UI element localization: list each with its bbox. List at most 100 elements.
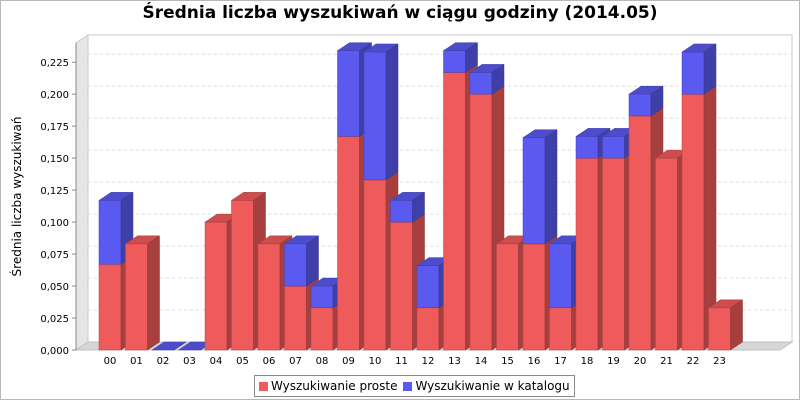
x-tick-label: 09 — [342, 356, 355, 367]
bar-simple-front — [628, 115, 652, 351]
bar-catalog-front — [363, 51, 387, 181]
y-tick-label: 0,100 — [40, 218, 69, 229]
legend: Wyszukiwanie proste Wyszukiwanie w katal… — [254, 375, 575, 397]
x-tick-label: 04 — [210, 356, 223, 367]
gridline-side — [75, 245, 89, 255]
x-tick-label: 03 — [183, 356, 196, 367]
y-tick-label: 0,050 — [40, 282, 69, 293]
gridline-side — [75, 181, 89, 191]
x-tick-label: 08 — [316, 356, 329, 367]
y-tick-label: 0,125 — [40, 186, 69, 197]
x-tick-label: 10 — [369, 356, 382, 367]
bar-catalog-front — [416, 265, 440, 309]
x-tick-label: 14 — [475, 356, 488, 367]
bar-catalog-side — [412, 191, 425, 223]
y-tick-label: 0,000 — [40, 346, 69, 357]
x-tick-label: 00 — [104, 356, 117, 367]
bar-catalog-side — [703, 43, 717, 95]
bar-catalog-front — [681, 51, 705, 95]
bar-catalog-front — [310, 285, 334, 309]
x-tick-label: 06 — [263, 356, 276, 367]
y-axis-label: Średnia liczba wyszukiwań — [9, 117, 24, 277]
bar-catalog-side — [385, 43, 399, 181]
bar-simple-side — [147, 235, 160, 351]
bar-simple-front — [655, 157, 678, 351]
bar-simple-front — [310, 307, 334, 351]
plot-left-wall — [75, 34, 89, 351]
bar-zero-side — [173, 341, 187, 351]
bar-catalog-front — [390, 200, 413, 223]
x-tick-label: 13 — [448, 356, 461, 367]
bar-simple-front — [337, 136, 360, 351]
gridline-side — [75, 309, 89, 319]
bar-catalog-front — [337, 50, 360, 137]
x-tick-label: 21 — [660, 356, 673, 367]
x-tick-label: 05 — [236, 356, 249, 367]
gridline-side — [75, 277, 89, 287]
x-tick-label: 16 — [528, 356, 541, 367]
x-tick-label: 22 — [687, 356, 700, 367]
bar-simple-front — [496, 243, 519, 351]
x-tick-label: 11 — [395, 356, 408, 367]
legend-label-catalog: Wyszukiwanie w katalogu — [415, 379, 570, 393]
y-tick-label: 0,025 — [40, 314, 69, 325]
bar-simple-front — [549, 307, 572, 351]
bar-simple-front — [522, 243, 546, 351]
legend-item-catalog: Wyszukiwanie w katalogu — [403, 379, 570, 393]
x-tick-label: 23 — [713, 356, 726, 367]
bar-catalog-front — [522, 137, 546, 245]
x-tick-label: 01 — [130, 356, 143, 367]
chart-title: Średnia liczba wyszukiwań w ciągu godzin… — [142, 3, 658, 23]
legend-label-simple: Wyszukiwanie proste — [271, 379, 398, 393]
gridline-side — [75, 53, 89, 63]
x-tick-label: 19 — [607, 356, 620, 367]
bar-simple-front — [416, 307, 440, 351]
x-tick-label: 02 — [157, 356, 170, 367]
y-tick-label: 0,075 — [40, 250, 69, 261]
legend-item-simple: Wyszukiwanie proste — [259, 379, 397, 393]
bar-catalog-side — [544, 129, 558, 245]
bar-catalog-front — [469, 72, 493, 95]
legend-swatch-catalog — [403, 381, 413, 391]
bar-simple-front — [602, 157, 625, 351]
bar-catalog-front — [443, 50, 466, 73]
x-tick-label: 15 — [501, 356, 514, 367]
bar-simple-front — [284, 285, 307, 351]
bar-simple-front — [681, 93, 705, 351]
bar-simple-front — [231, 200, 254, 351]
bar-simple-front — [257, 243, 281, 351]
gridline-side — [75, 149, 89, 159]
bar-simple-front — [98, 264, 122, 351]
bar-catalog-front — [628, 93, 652, 117]
bar-catalog-front — [284, 243, 307, 287]
y-tick-label: 0,225 — [40, 58, 69, 69]
y-tick-label: 0,150 — [40, 154, 69, 165]
x-tick-label: 17 — [554, 356, 567, 367]
bar-simple-front — [469, 93, 493, 351]
bar-catalog-side — [491, 63, 505, 95]
bar-simple-front — [575, 157, 599, 351]
x-tick-label: 07 — [289, 356, 302, 367]
x-tick-label: 18 — [581, 356, 594, 367]
bar-catalog-front — [98, 200, 122, 265]
y-tick-label: 0,200 — [40, 90, 69, 101]
y-tick-label: 0,175 — [40, 122, 69, 133]
bar-catalog-front — [549, 243, 572, 309]
bar-simple-side — [730, 299, 743, 351]
x-tick-label: 20 — [634, 356, 647, 367]
bar-catalog-front — [575, 136, 599, 159]
bar-catalog-front — [602, 136, 625, 159]
legend-swatch-simple — [259, 381, 268, 391]
bar-simple-front — [390, 221, 413, 351]
bar-simple-front — [443, 72, 466, 351]
bar-simple-front — [204, 221, 228, 351]
bar-simple-front — [125, 243, 148, 351]
bar-simple-front — [363, 179, 387, 351]
bar-catalog-side — [465, 42, 478, 73]
x-tick-label: 12 — [422, 356, 435, 367]
gridline-side — [75, 117, 89, 127]
gridline-side — [75, 213, 89, 223]
bar-catalog-side — [650, 85, 664, 117]
bar-catalog-side — [306, 235, 319, 287]
